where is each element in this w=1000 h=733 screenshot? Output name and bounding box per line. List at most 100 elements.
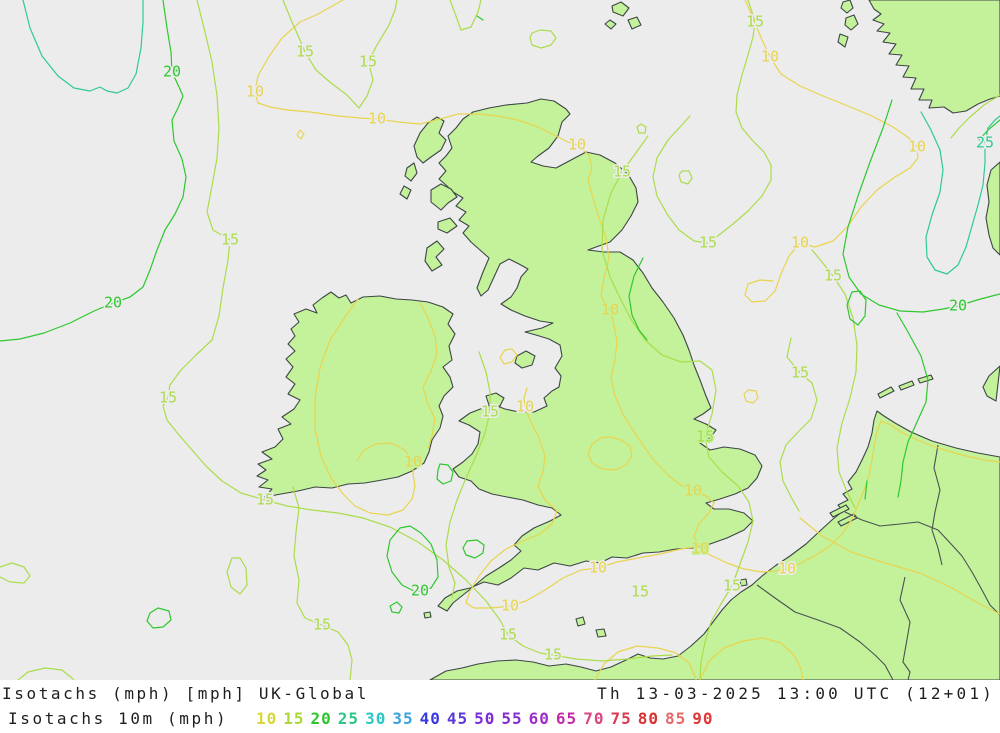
contour-label-15: 15 <box>499 626 517 644</box>
contour-label-10: 10 <box>908 138 926 156</box>
land-continent <box>429 410 1000 680</box>
contour-label-15: 15 <box>481 403 499 421</box>
isotach-contour-15-18 <box>601 135 754 680</box>
country-border-1 <box>844 511 1000 616</box>
contour-label-15: 15 <box>824 267 842 285</box>
land-shetland-3 <box>837 33 849 48</box>
land-isle-of-man <box>514 350 536 369</box>
contour-label-15: 15 <box>359 53 377 71</box>
isotach-contour-20-34 <box>842 99 1000 313</box>
map-footer: Isotachs (mph) [mph] UK-Global Th 13-03-… <box>0 680 1000 733</box>
contour-label-15: 15 <box>221 231 239 249</box>
contour-label-20: 20 <box>949 297 967 315</box>
contour-label-15: 15 <box>791 364 809 382</box>
isotach-contour-10-1 <box>587 436 633 471</box>
isotach-contour-20-33 <box>146 607 172 629</box>
scale-value-15: 15 <box>283 709 305 728</box>
land-scilly <box>423 611 432 619</box>
contour-label-15: 15 <box>723 577 741 595</box>
land-wadden-2 <box>898 380 915 391</box>
isotach-contour-25-41 <box>22 0 144 94</box>
isotach-contour-15-22 <box>678 170 693 185</box>
contour-label-group: 10 10 10 10 10 10 10 10 10 10 10 10 10 10 15 15 15 15 15 15… <box>102 11 995 665</box>
land-group <box>256 0 1000 680</box>
scale-value-40: 40 <box>419 709 441 728</box>
contour-label-15: 15 <box>313 616 331 634</box>
isotach-contour-20-35 <box>896 312 929 498</box>
isotach-contour-10-3 <box>465 387 695 609</box>
isotach-contour-25-42 <box>920 111 1000 275</box>
isotach-contour-10-10 <box>743 389 759 404</box>
scale-value-55: 55 <box>501 709 523 728</box>
land-orkney-3 <box>604 19 617 30</box>
color-scale: 10 15 20 25 30 35 40 45 50 55 60 65 70 75 80 85 90 <box>256 709 714 728</box>
isotach-contour-20-36 <box>846 290 867 326</box>
isotach-contour-10-2 <box>499 348 518 365</box>
isotach-contour-15-14 <box>282 0 398 109</box>
land-channel-island-2 <box>595 628 607 638</box>
contour-label-10: 10 <box>691 540 709 558</box>
isotach-contour-10-6 <box>744 0 919 303</box>
land-denmark-sliver <box>985 161 1000 256</box>
isotach-contour-15-25 <box>292 486 353 680</box>
land-mull <box>437 217 458 234</box>
map-svg: 10 10 10 10 10 10 10 10 10 10 10 10 10 10 15 15 15 15 15 15… <box>0 0 1000 680</box>
contour-label-10: 10 <box>368 110 386 128</box>
isotach-contour-20-39 <box>864 480 868 500</box>
contour-label-10: 10 <box>516 398 534 416</box>
scale-value-35: 35 <box>392 709 414 728</box>
land-wadden-1 <box>877 386 895 399</box>
isotach-contour-10-4 <box>314 298 416 516</box>
scale-value-75: 75 <box>610 709 632 728</box>
scale-value-10: 10 <box>256 709 278 728</box>
land-shetland-1 <box>840 0 854 14</box>
contour-label-10: 10 <box>791 234 809 252</box>
contour-label-15: 15 <box>159 389 177 407</box>
land-uist-north <box>404 162 418 182</box>
isotach-contour-10-0 <box>254 0 1000 573</box>
land-norway <box>868 0 1000 114</box>
contour-label-15: 15 <box>296 43 314 61</box>
isotach-contour-15-26 <box>226 557 248 595</box>
land-german-bight-sliver <box>982 365 1000 402</box>
contour-label-15: 15 <box>613 163 631 181</box>
contour-label-15: 15 <box>631 583 649 601</box>
contour-label-10: 10 <box>501 597 519 615</box>
scale-value-50: 50 <box>474 709 496 728</box>
isotach-contour-20-28 <box>0 0 187 342</box>
map-title: Isotachs (mph) [mph] UK-Global <box>2 684 369 703</box>
contour-label-15: 15 <box>746 13 764 31</box>
isotach-contour-15-13 <box>445 351 491 598</box>
scale-value-70: 70 <box>583 709 605 728</box>
isotach-contour-10-5 <box>419 302 438 449</box>
scale-value-85: 85 <box>664 709 687 728</box>
isotach-contour-15-19 <box>811 249 858 509</box>
isotach-contour-15-12 <box>162 0 673 662</box>
contour-label-15: 15 <box>544 646 562 664</box>
scale-value-45: 45 <box>446 709 469 728</box>
contour-label-10: 10 <box>601 301 619 319</box>
land-lewis <box>413 116 447 164</box>
isotach-contour-20-40 <box>476 15 484 21</box>
land-zeeland-1 <box>829 504 850 518</box>
contour-group <box>0 0 1000 680</box>
map-subtitle: Isotachs 10m (mph) <box>8 709 229 728</box>
contour-label-10: 10 <box>246 83 264 101</box>
scale-value-30: 30 <box>365 709 387 728</box>
isotach-contour-20-30 <box>462 539 485 559</box>
isotach-contour-15-27 <box>17 667 75 680</box>
scale-value-65: 65 <box>555 709 578 728</box>
land-shetland-2 <box>844 14 859 31</box>
land-uist-south <box>399 185 412 200</box>
land-orkney-2 <box>627 16 642 30</box>
land-channel-island-1 <box>575 616 586 627</box>
land-islay <box>424 240 445 272</box>
isotach-contour-10-11 <box>296 129 305 140</box>
contour-label-15: 15 <box>256 491 274 509</box>
scale-value-25: 25 <box>337 709 360 728</box>
isotach-map: 10 10 10 10 10 10 10 10 10 10 10 10 10 10 15 15 15 15 15 15… <box>0 0 1000 680</box>
isotach-contour-15-15 <box>449 0 482 31</box>
land-channel-island-3 <box>739 578 748 587</box>
contour-label-10: 10 <box>778 560 796 578</box>
